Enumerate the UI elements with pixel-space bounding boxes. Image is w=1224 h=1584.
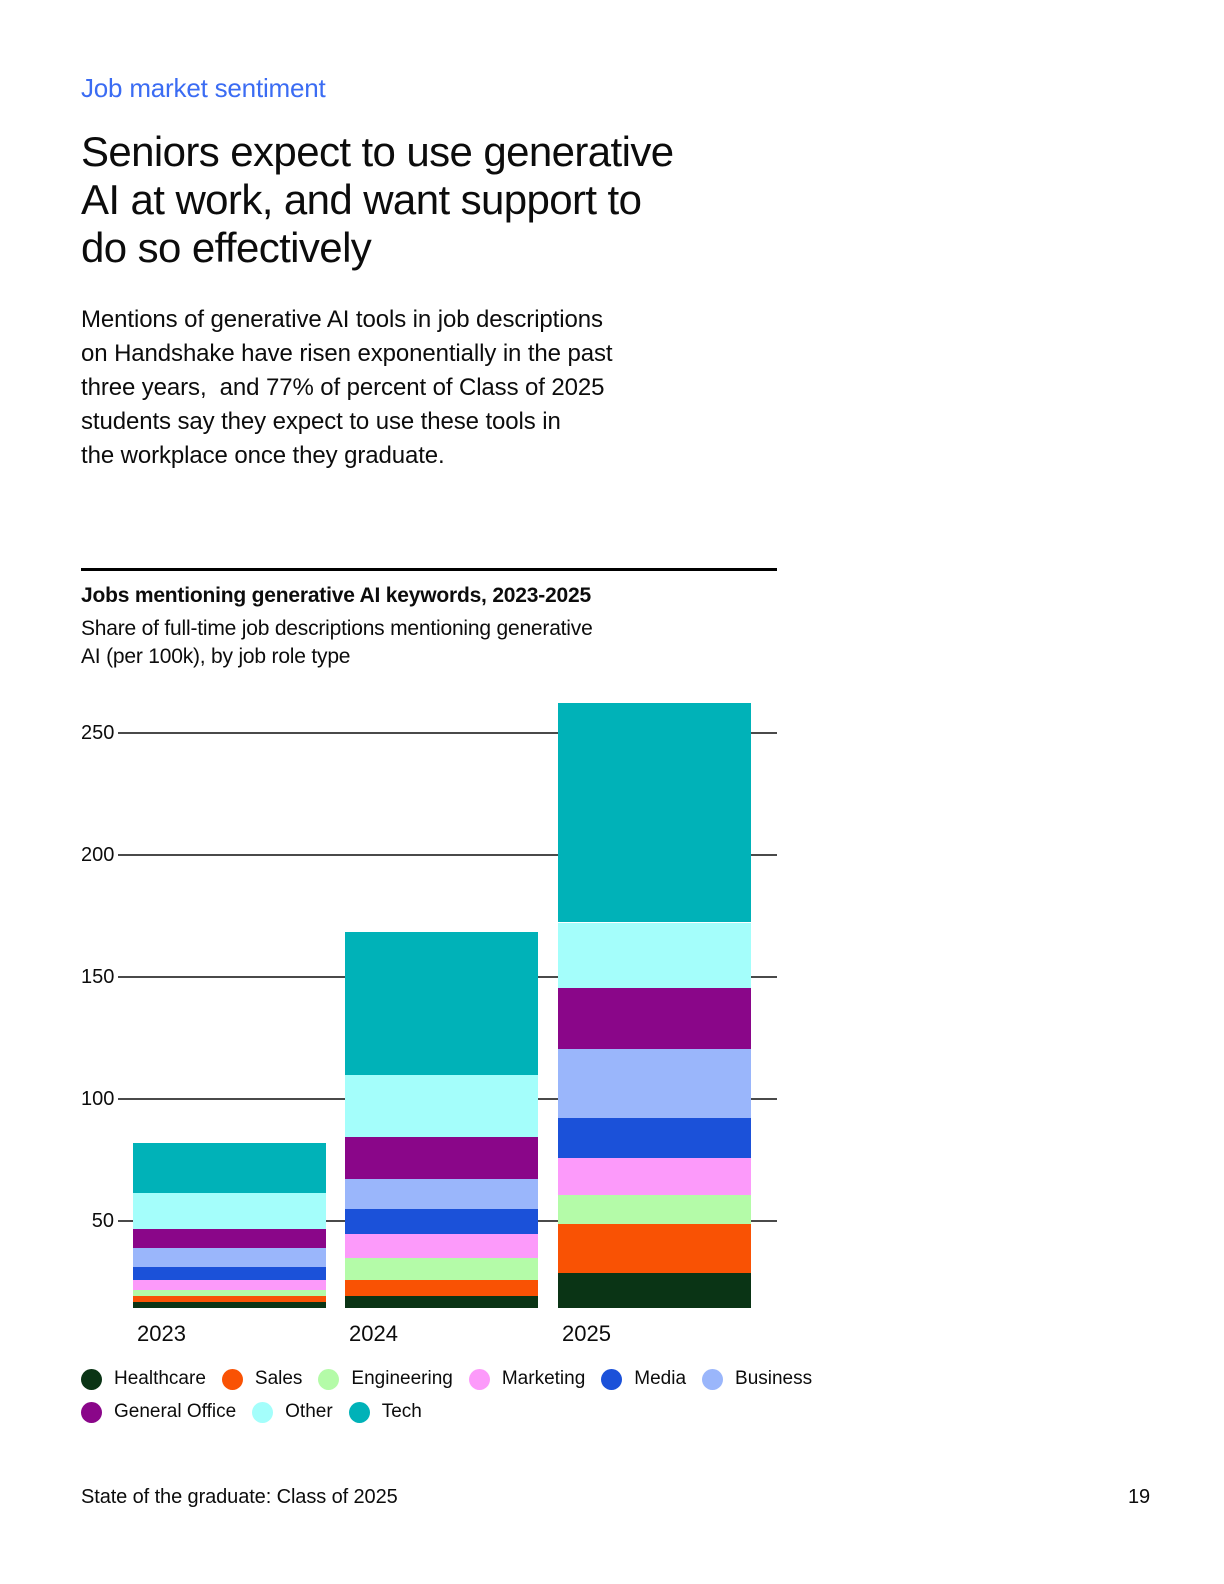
legend-label: Sales [254,1368,303,1389]
x-axis-label-2024: 2024 [349,1321,398,1346]
bar-segment-marketing-2025 [558,1157,751,1195]
legend-dot-icon [81,1368,102,1390]
x-axis-label-2023: 2023 [137,1321,186,1346]
legend-label: Tech [381,1401,422,1422]
footer-title: State of the graduate: Class of 2025 [81,1486,398,1508]
legend-item-marketing: Marketing [468,1368,586,1390]
legend-dot-icon [468,1368,490,1390]
legend-item-general-office: General Office [81,1401,236,1423]
legend-label: Business [735,1368,813,1389]
bar-segment-tech-2023 [133,1143,326,1194]
stacked-bar-chart: 50 100 150 200 250 2023 2024 2025 [81,699,777,1346]
legend-item-sales: Sales [221,1368,303,1390]
y-axis-tick-label: 100 [81,1088,115,1111]
bar-segment-media-2025 [558,1117,751,1158]
legend-label: Marketing [501,1368,586,1389]
bar-segment-engineering-2025 [558,1194,751,1224]
legend-label: Media [634,1368,687,1389]
legend-dot-icon [702,1368,724,1390]
bar-segment-business-2024 [345,1178,538,1210]
page-number: 19 [1127,1486,1150,1508]
y-axis-tick-label: 150 [81,966,115,989]
y-axis-tick-label: 200 [81,844,115,867]
gridline-200 [118,854,777,857]
page-title: Seniors expect to use generative AI at w… [81,128,674,271]
bar-segment-media-2024 [345,1209,538,1234]
y-axis-tick-label: 250 [81,722,115,745]
legend-dot-icon [348,1401,370,1423]
divider-rule [81,568,777,571]
legend-label: Healthcare [114,1368,206,1389]
bar-segment-business-2025 [558,1049,751,1118]
x-axis-label-2025: 2025 [562,1321,611,1346]
legend-item-other: Other [252,1401,333,1423]
chart-legend: Healthcare Sales Engineering Marketing Media… [81,1368,812,1434]
bar-segment-sales-2024 [345,1279,538,1296]
page-footer: State of the graduate: Class of 2025 19 [81,1486,1150,1509]
legend-label: Other [285,1401,333,1422]
bar-segment-general-office-2023 [133,1228,326,1249]
bar-segment-healthcare-2024 [345,1295,538,1308]
bar-segment-business-2023 [133,1248,326,1267]
bar-segment-media-2023 [133,1266,326,1280]
bar-segment-engineering-2024 [345,1258,538,1280]
y-axis-tick-label: 50 [91,1210,114,1233]
chart-title: Jobs mentioning generative AI keywords, … [81,584,591,607]
bar-segment-healthcare-2025 [558,1272,751,1308]
legend-dot-icon [252,1401,274,1423]
section-label: Job market sentiment [81,73,326,103]
legend-item-tech: Tech [348,1401,422,1423]
bar-segment-other-2024 [345,1074,538,1138]
bar-segment-marketing-2024 [345,1233,538,1258]
bar-segment-tech-2024 [345,932,538,1075]
bar-segment-marketing-2023 [133,1279,326,1290]
legend-dot-icon [221,1368,243,1390]
legend-label: Engineering [351,1368,453,1389]
legend-row: Healthcare Sales Engineering Marketing Media… [81,1368,812,1390]
bar-segment-other-2025 [558,922,751,989]
bar-segment-healthcare-2023 [133,1301,326,1308]
bar-segment-sales-2025 [558,1223,751,1273]
legend-dot-icon [601,1368,623,1390]
legend-dot-icon [318,1368,340,1390]
legend-item-media: Media [601,1368,686,1390]
legend-item-engineering: Engineering [318,1368,453,1390]
legend-dot-icon [81,1401,102,1423]
legend-row: General Office Other Tech [81,1401,801,1423]
legend-item-business: Business [702,1368,812,1390]
bar-segment-general-office-2024 [345,1137,538,1179]
gridline-250 [118,732,777,735]
legend-label: General Office [114,1401,237,1422]
bar-segment-tech-2025 [558,702,751,923]
legend-item-healthcare: Healthcare [81,1368,206,1390]
bar-segment-other-2023 [133,1193,326,1229]
intro-paragraph: Mentions of generative AI tools in job d… [81,306,613,469]
chart-subtitle: Share of full-time job descriptions ment… [81,617,593,668]
bar-segment-engineering-2023 [133,1289,326,1296]
bar-segment-general-office-2025 [558,988,751,1050]
bar-segment-sales-2023 [133,1295,326,1302]
